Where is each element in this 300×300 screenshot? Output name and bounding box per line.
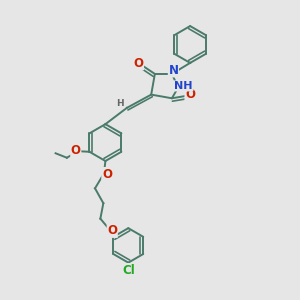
Text: N: N [168, 64, 178, 77]
Text: O: O [71, 144, 81, 157]
Text: O: O [102, 168, 112, 181]
Text: H: H [116, 99, 124, 108]
Text: Cl: Cl [122, 264, 135, 277]
Text: O: O [107, 224, 117, 237]
Text: O: O [134, 57, 143, 70]
Text: NH: NH [174, 81, 193, 91]
Text: O: O [185, 88, 195, 101]
